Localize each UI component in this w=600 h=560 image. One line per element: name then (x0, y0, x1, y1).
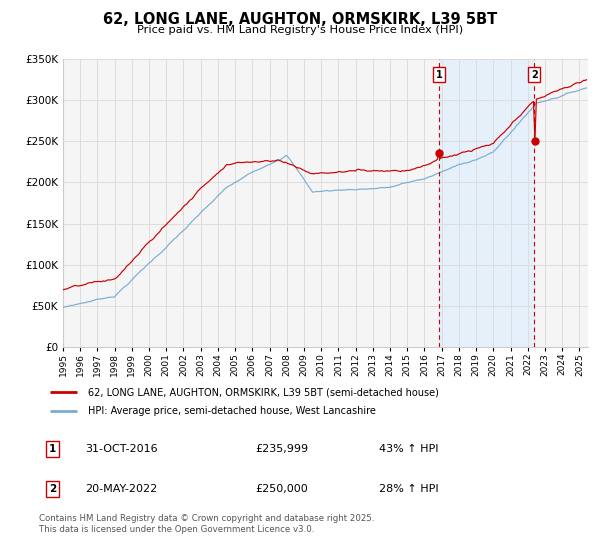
Text: 2: 2 (49, 484, 56, 494)
Text: £235,999: £235,999 (255, 444, 308, 454)
Text: 2: 2 (531, 69, 538, 80)
Text: This data is licensed under the Open Government Licence v3.0.: This data is licensed under the Open Gov… (39, 525, 314, 534)
Text: 28% ↑ HPI: 28% ↑ HPI (379, 484, 439, 494)
Text: 43% ↑ HPI: 43% ↑ HPI (379, 444, 439, 454)
Text: £250,000: £250,000 (255, 484, 308, 494)
Text: 1: 1 (436, 69, 442, 80)
Text: 31-OCT-2016: 31-OCT-2016 (85, 444, 158, 454)
Text: Contains HM Land Registry data © Crown copyright and database right 2025.: Contains HM Land Registry data © Crown c… (39, 514, 374, 523)
Text: 1: 1 (49, 444, 56, 454)
Text: 20-MAY-2022: 20-MAY-2022 (85, 484, 157, 494)
Bar (439, 59, 534, 347)
Text: 62, LONG LANE, AUGHTON, ORMSKIRK, L39 5BT (semi-detached house): 62, LONG LANE, AUGHTON, ORMSKIRK, L39 5B… (88, 387, 439, 397)
Text: 62, LONG LANE, AUGHTON, ORMSKIRK, L39 5BT: 62, LONG LANE, AUGHTON, ORMSKIRK, L39 5B… (103, 12, 497, 27)
Text: Price paid vs. HM Land Registry's House Price Index (HPI): Price paid vs. HM Land Registry's House … (137, 25, 463, 35)
Text: HPI: Average price, semi-detached house, West Lancashire: HPI: Average price, semi-detached house,… (88, 407, 376, 417)
